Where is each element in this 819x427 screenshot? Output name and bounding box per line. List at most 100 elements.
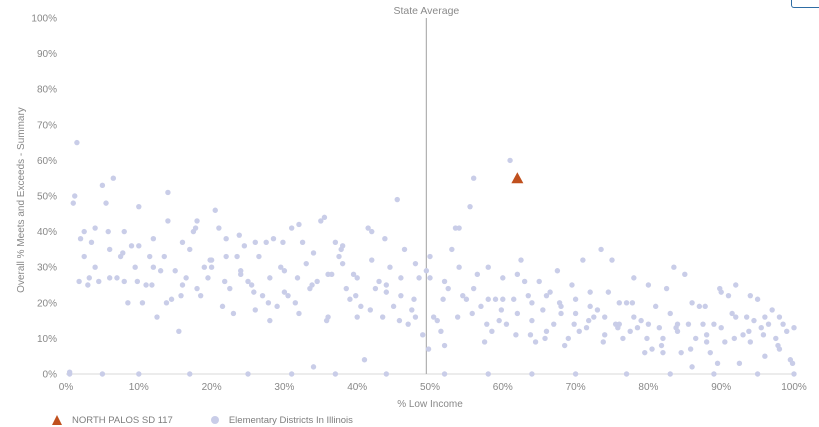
district-point[interactable]: [121, 278, 127, 285]
district-point[interactable]: [227, 285, 233, 292]
district-point[interactable]: [583, 325, 590, 331]
district-point[interactable]: [85, 282, 91, 288]
district-point[interactable]: [219, 303, 226, 310]
district-point[interactable]: [696, 303, 703, 310]
district-point[interactable]: [514, 310, 521, 317]
district-point[interactable]: [492, 296, 499, 302]
district-point[interactable]: [638, 317, 644, 324]
district-point[interactable]: [438, 328, 444, 334]
district-point[interactable]: [481, 339, 488, 345]
district-point[interactable]: [281, 268, 288, 274]
district-point[interactable]: [652, 303, 659, 310]
district-point[interactable]: [532, 339, 539, 345]
district-point[interactable]: [161, 253, 167, 260]
district-point[interactable]: [518, 257, 524, 263]
district-point[interactable]: [121, 228, 127, 235]
district-point[interactable]: [299, 239, 306, 245]
district-point[interactable]: [729, 310, 735, 317]
district-point[interactable]: [332, 239, 339, 245]
district-point[interactable]: [361, 357, 368, 363]
district-point[interactable]: [394, 196, 400, 203]
district-point[interactable]: [416, 275, 422, 281]
district-point[interactable]: [136, 243, 142, 249]
district-point[interactable]: [514, 271, 521, 278]
district-point[interactable]: [236, 232, 242, 238]
district-point[interactable]: [521, 278, 528, 285]
district-point[interactable]: [259, 292, 266, 299]
district-point[interactable]: [445, 285, 451, 292]
district-point[interactable]: [238, 268, 244, 274]
district-point[interactable]: [460, 292, 466, 299]
district-point[interactable]: [747, 339, 754, 345]
district-point[interactable]: [685, 321, 692, 327]
district-point[interactable]: [591, 314, 597, 320]
district-point[interactable]: [467, 203, 473, 210]
district-point[interactable]: [106, 246, 113, 253]
district-point[interactable]: [678, 349, 684, 356]
district-point[interactable]: [369, 257, 375, 263]
district-point[interactable]: [645, 321, 652, 327]
district-point[interactable]: [631, 275, 637, 281]
district-point[interactable]: [615, 325, 621, 331]
district-point[interactable]: [623, 371, 630, 377]
district-point[interactable]: [717, 285, 723, 292]
district-point[interactable]: [616, 300, 622, 306]
district-point[interactable]: [270, 236, 277, 242]
district-point[interactable]: [110, 175, 117, 181]
district-point[interactable]: [296, 221, 302, 228]
district-point[interactable]: [376, 278, 382, 285]
district-point[interactable]: [425, 346, 432, 352]
district-point[interactable]: [703, 332, 710, 338]
district-point[interactable]: [81, 228, 87, 235]
district-point[interactable]: [168, 296, 175, 302]
district-point[interactable]: [572, 310, 579, 317]
district-point[interactable]: [256, 253, 262, 260]
district-point[interactable]: [598, 246, 604, 253]
district-point[interactable]: [412, 314, 419, 320]
district-point[interactable]: [500, 275, 506, 281]
district-point[interactable]: [194, 285, 200, 292]
district-point[interactable]: [547, 289, 553, 295]
district-point[interactable]: [740, 332, 746, 338]
district-point[interactable]: [586, 317, 592, 324]
district-point[interactable]: [469, 310, 475, 317]
district-point[interactable]: [644, 335, 650, 342]
district-point[interactable]: [536, 278, 542, 285]
district-point[interactable]: [765, 321, 772, 327]
district-point[interactable]: [454, 314, 461, 320]
legend-item-north-palos[interactable]: NORTH PALOS SD 117: [52, 415, 173, 426]
district-point[interactable]: [689, 300, 695, 306]
district-point[interactable]: [99, 371, 106, 377]
district-point[interactable]: [746, 328, 752, 334]
district-point[interactable]: [230, 310, 237, 317]
district-point[interactable]: [456, 264, 462, 270]
district-point[interactable]: [600, 339, 606, 345]
district-point[interactable]: [92, 264, 98, 270]
district-point[interactable]: [267, 317, 273, 324]
district-point[interactable]: [580, 257, 586, 263]
district-point[interactable]: [411, 296, 417, 302]
district-point[interactable]: [602, 332, 608, 338]
district-point[interactable]: [645, 282, 652, 288]
district-point[interactable]: [128, 243, 135, 249]
district-point[interactable]: [513, 332, 519, 338]
district-point[interactable]: [106, 275, 113, 281]
district-point[interactable]: [223, 253, 229, 260]
district-point[interactable]: [409, 307, 415, 313]
district-point[interactable]: [288, 225, 295, 231]
district-point[interactable]: [525, 292, 531, 299]
district-point[interactable]: [150, 264, 157, 270]
district-point[interactable]: [398, 275, 404, 281]
district-point[interactable]: [192, 225, 199, 231]
district-point[interactable]: [165, 218, 171, 224]
district-point[interactable]: [267, 275, 273, 281]
district-point[interactable]: [474, 271, 481, 278]
district-point[interactable]: [776, 314, 783, 320]
district-point[interactable]: [208, 264, 215, 270]
district-point[interactable]: [707, 349, 713, 356]
district-point[interactable]: [687, 346, 694, 352]
district-point[interactable]: [529, 317, 535, 324]
district-point[interactable]: [165, 189, 171, 196]
district-point[interactable]: [234, 253, 240, 260]
district-point[interactable]: [74, 139, 80, 146]
